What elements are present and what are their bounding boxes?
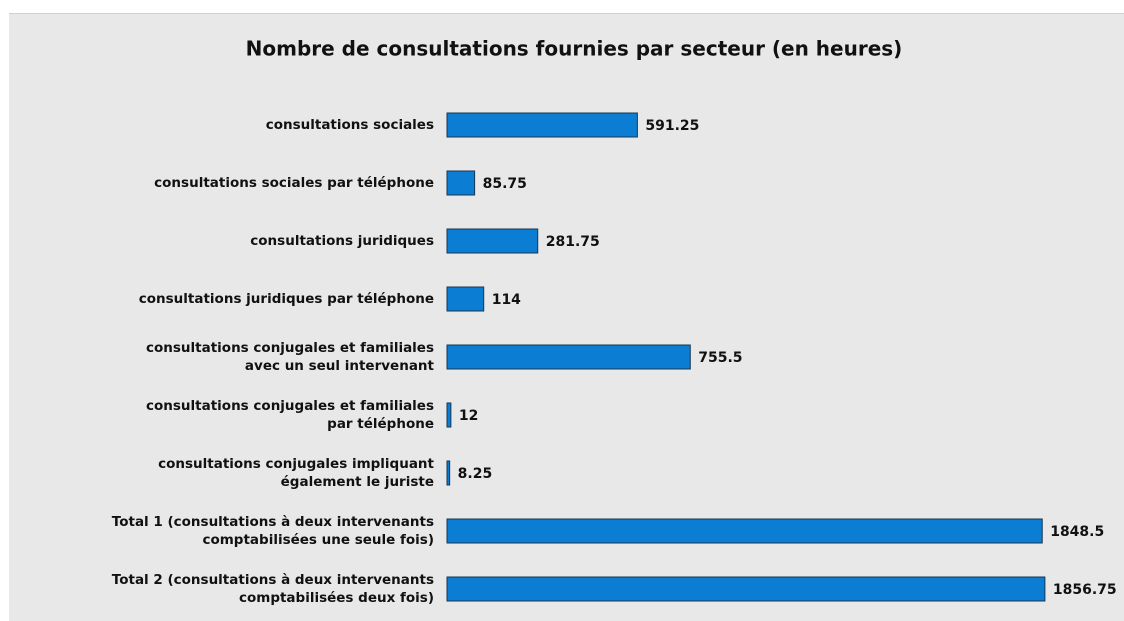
category-label: consultations sociales: [265, 117, 434, 133]
category-label: consultations conjugales impliquant égal…: [158, 456, 434, 490]
category-label: Total 1 (consultations à deux intervenan…: [111, 514, 434, 548]
value-label: 12: [459, 408, 478, 424]
bar: [446, 518, 1043, 544]
value-label: 591.25: [645, 118, 699, 134]
value-label: 85.75: [483, 176, 527, 192]
bar: [446, 112, 638, 138]
bar: [446, 286, 485, 312]
category-label: consultations juridiques par téléphone: [138, 291, 434, 307]
value-label: 1856.75: [1053, 582, 1117, 598]
bar: [446, 576, 1046, 602]
bar: [446, 402, 452, 428]
value-label: 281.75: [546, 234, 600, 250]
category-label: consultations conjugales et familiales a…: [145, 340, 434, 374]
value-label: 1848.5: [1050, 524, 1104, 540]
value-label: 114: [492, 292, 521, 308]
category-label: consultations juridiques: [250, 233, 434, 249]
bar: [446, 460, 451, 486]
value-label: 755.5: [698, 350, 742, 366]
value-label: 8.25: [458, 466, 493, 482]
bar: [446, 344, 691, 370]
bar: [446, 170, 476, 196]
category-label: consultations conjugales et familiales p…: [145, 398, 434, 432]
category-label: consultations sociales par téléphone: [154, 175, 434, 191]
chart-title: Nombre de consultations fournies par sec…: [246, 37, 903, 61]
category-label: Total 2 (consultations à deux intervenan…: [111, 572, 434, 606]
bar: [446, 228, 539, 254]
